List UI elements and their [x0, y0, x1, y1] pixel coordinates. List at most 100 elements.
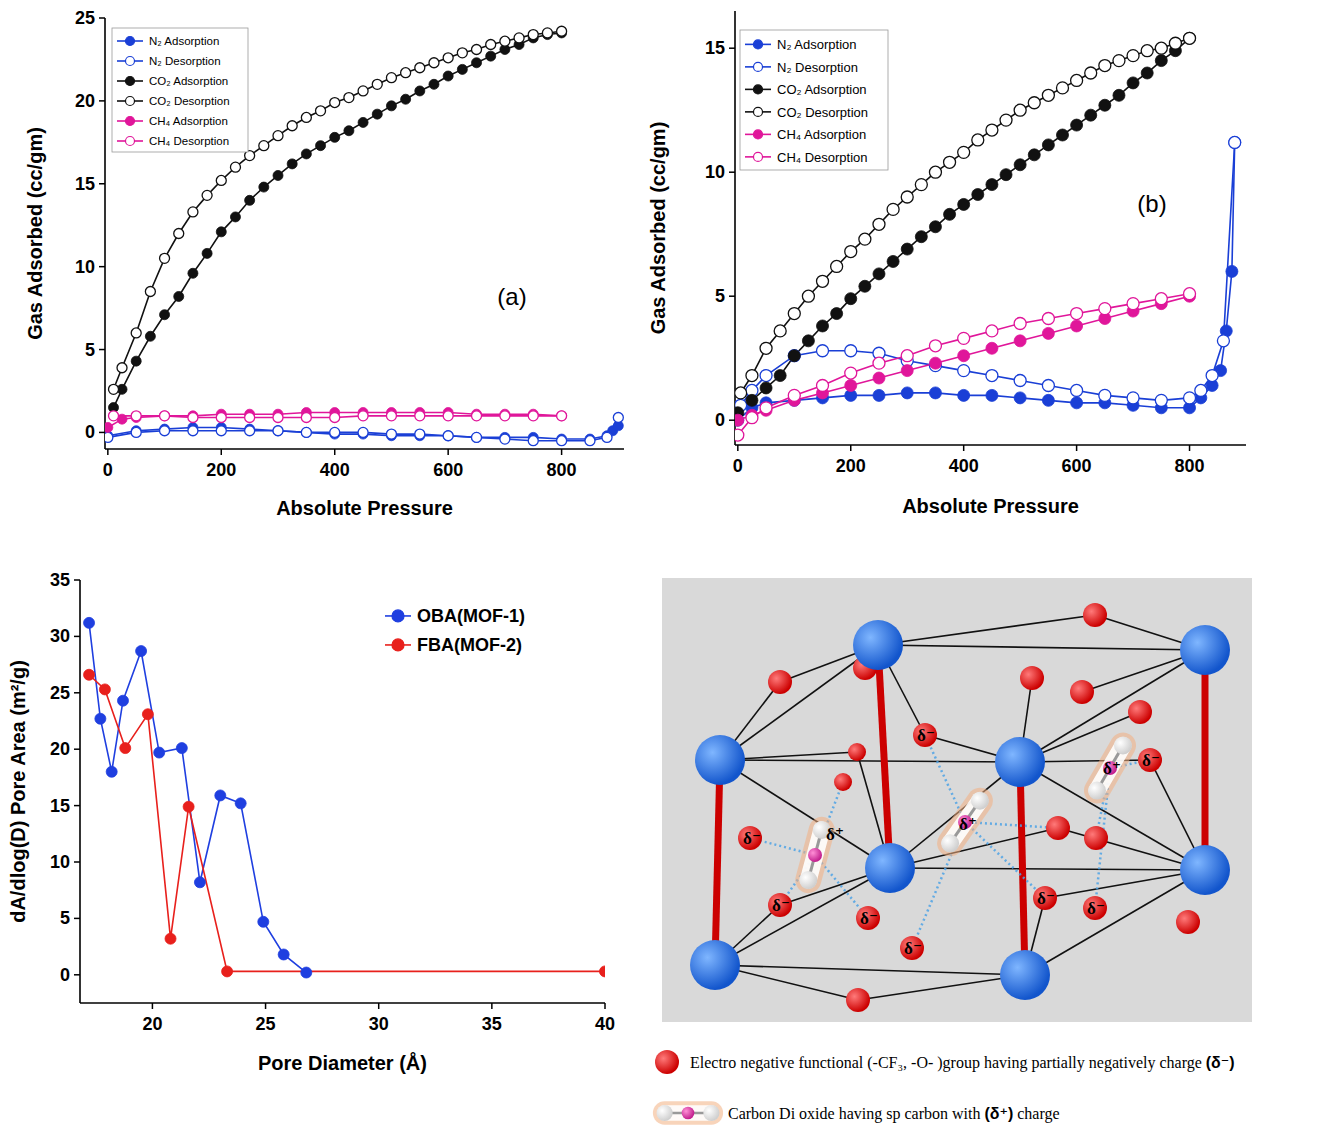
data-point [1000, 114, 1012, 126]
y-tick-label: 0 [715, 410, 725, 430]
data-point [301, 149, 311, 159]
data-point [1229, 136, 1241, 148]
x-axis [105, 448, 624, 450]
series-line [738, 294, 1190, 435]
data-point [817, 345, 829, 357]
x-tick-label: 600 [433, 460, 463, 480]
data-point [117, 695, 128, 706]
co2-molecule [657, 1105, 720, 1121]
data-point [528, 30, 538, 40]
panel-label: (b) [1137, 190, 1166, 217]
data-point [1014, 392, 1026, 404]
framework-bond [720, 645, 878, 760]
charge-label: δ⁻ [1037, 889, 1055, 908]
y-axis [734, 11, 736, 445]
y-tick-label: 5 [85, 340, 95, 360]
y-tick [74, 636, 80, 638]
electronegative-group [1176, 910, 1200, 934]
data-point [1099, 389, 1111, 401]
charge-label: δ⁺ [959, 815, 977, 834]
data-point [301, 427, 311, 437]
data-point [500, 434, 510, 444]
data-point [944, 208, 956, 220]
data-point [500, 36, 510, 46]
data-point [788, 389, 800, 401]
metal-pillar [1020, 762, 1025, 975]
data-point [443, 411, 453, 421]
y-tick [99, 349, 105, 351]
data-point [472, 44, 482, 54]
data-point [1155, 293, 1167, 305]
figure: 02004006008000510152025Gas Adsorbed (cc/… [0, 0, 1335, 1130]
data-point [746, 394, 758, 406]
legend-box [740, 30, 888, 170]
metal-node [1180, 845, 1230, 895]
metal-node [1180, 625, 1230, 675]
data-point [845, 345, 857, 357]
data-point [109, 384, 119, 394]
data-point [1155, 42, 1167, 54]
data-point [760, 402, 772, 414]
y-tick-label: 15 [705, 38, 725, 58]
data-point [760, 370, 772, 382]
data-point [301, 112, 311, 122]
y-tick [74, 579, 80, 581]
data-point [845, 293, 857, 305]
data-point [154, 747, 165, 758]
framework-bond [715, 868, 890, 965]
x-tick-label: 35 [482, 1014, 502, 1034]
y-tick [74, 748, 80, 750]
data-point [358, 117, 368, 127]
data-point [106, 766, 117, 777]
x-tick-label: 0 [103, 460, 113, 480]
y-tick-label: 10 [705, 162, 725, 182]
legend-marker [126, 97, 135, 106]
data-point [1099, 99, 1111, 111]
legend-marker [754, 152, 763, 161]
x-tick-label: 40 [595, 1014, 615, 1034]
data-point [1042, 139, 1054, 151]
data-point [344, 126, 354, 136]
data-point [117, 363, 127, 373]
y-tick [74, 918, 80, 920]
legend-label: CH₄ Desorption [777, 150, 868, 165]
electronegative-group [848, 743, 866, 761]
data-point [486, 40, 496, 50]
x-axis [80, 1002, 605, 1004]
electronegative-group [834, 773, 852, 791]
data-point [301, 413, 311, 423]
data-point [1071, 308, 1083, 320]
data-point [142, 709, 153, 720]
y-tick [74, 861, 80, 863]
data-point [245, 426, 255, 436]
data-point [774, 325, 786, 337]
carbon-atom [808, 848, 822, 862]
data-point [259, 141, 269, 151]
data-point [500, 411, 510, 421]
framework-bond [878, 645, 890, 868]
data-point [136, 646, 147, 657]
legend-marker [126, 77, 135, 86]
data-point [443, 71, 453, 81]
legend-label: OBA(MOF-1) [417, 606, 525, 626]
x-tick [604, 1003, 606, 1009]
data-point [788, 350, 800, 362]
data-point [760, 382, 772, 394]
data-point [817, 320, 829, 332]
data-point [1000, 169, 1012, 181]
data-point [316, 141, 326, 151]
data-point [273, 413, 283, 423]
chart-panel: 0200400600800051015Gas Adsorbed (cc/gm)A… [647, 11, 1246, 517]
x-tick [491, 1003, 493, 1009]
electronegative-group [913, 723, 937, 747]
data-point [1071, 320, 1083, 332]
data-point [415, 86, 425, 96]
data-point [358, 427, 368, 437]
x-tick-label: 600 [1062, 456, 1092, 476]
y-tick [729, 419, 735, 421]
series-line [738, 296, 1190, 420]
data-point [873, 268, 885, 280]
x-tick [1189, 445, 1191, 451]
y-axis-title: Gas Adsorbed (cc/gm) [24, 127, 46, 340]
electronegative-group [900, 936, 924, 960]
